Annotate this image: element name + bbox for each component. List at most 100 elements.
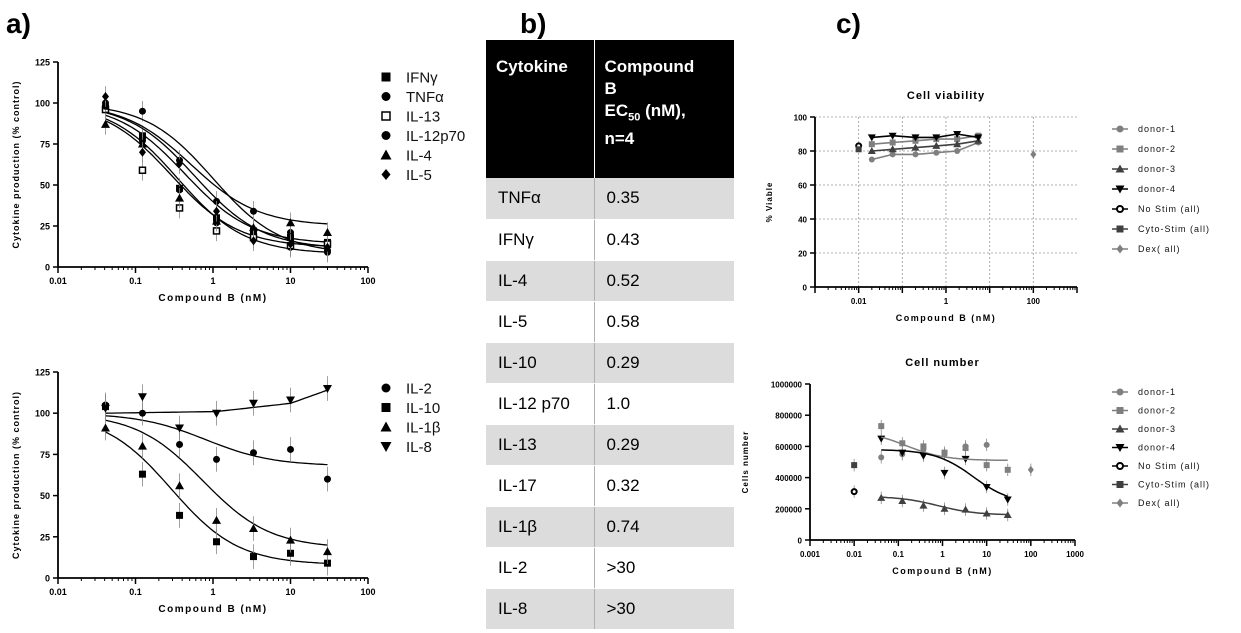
cytokine-cell: IFNγ [486,219,594,261]
chart-c-bottom: Cell number02000004000006000008000001000… [741,357,1210,576]
ec50-cell: 0.29 [593,342,734,384]
data-point [1003,511,1012,519]
data-point [287,445,294,453]
legend-marker [1115,164,1125,173]
data-point [933,149,940,156]
chart-title: Cell number [905,357,980,369]
x-axis-label: Compound B (nM) [896,313,996,323]
legend-label: Dex( all) [1138,498,1181,508]
header-n-line: n=4 [604,129,635,149]
y-tick-label: 125 [35,368,50,378]
data-point [1030,150,1037,159]
y-tick-label: 75 [40,140,50,150]
data-point [940,504,949,512]
x-tick-label: 0.01 [49,587,67,597]
data-point [953,140,962,148]
y-tick-label: 125 [35,58,50,68]
x-tick-label: 10 [982,550,991,559]
data-point [850,488,858,496]
data-point [851,462,858,469]
y-tick-label: 40 [798,216,807,225]
data-point [249,553,257,561]
data-point [878,454,885,461]
data-point [176,441,184,449]
ec50-cell: 0.58 [593,301,734,343]
x-tick-label: 100 [1024,550,1038,559]
legend-marker [381,72,391,82]
legend-label: Cyto-Stim (all) [1138,480,1210,490]
x-axis-label: Compound B (nM) [158,293,267,304]
table-row: IL-17 0.32 [486,465,734,507]
data-point [868,156,875,163]
ec50-cell: 0.74 [593,506,734,548]
panel-label-c: c) [836,8,861,39]
fit-curve [881,496,1008,516]
cytokine-cell: IL-13 [486,424,594,466]
legend-label: No Stim (all) [1138,204,1201,214]
chart-title: Cell viability [907,90,985,102]
data-point [982,483,991,491]
data-point [911,143,920,151]
legend-label: donor-2 [1138,144,1176,154]
series-line [871,141,979,161]
legend-label: donor-4 [1138,184,1176,194]
y-tick-label: 800000 [775,412,802,421]
header-ec: EC [604,101,629,120]
legend-marker [380,149,392,160]
x-axis-label: Compound B (nM) [158,604,267,615]
data-point [249,236,257,246]
data-point [941,449,948,456]
series-line [871,134,979,145]
data-point [1004,466,1011,473]
data-point [919,452,928,460]
y-tick-label: 600000 [775,443,802,452]
x-axis-label: Compound B (nM) [892,566,992,576]
data-point [867,134,876,142]
data-point [287,549,294,557]
legend-label: donor-1 [1138,387,1176,397]
data-point [286,396,295,405]
y-tick-label: 25 [40,222,50,232]
x-tick-label: 0.1 [129,587,142,597]
table-row: IL-1β 0.74 [486,506,734,548]
data-point [175,424,185,433]
data-point [287,239,294,249]
legend-marker [1116,244,1124,254]
ec50-cell: >30 [593,547,734,589]
legend-marker [381,383,391,393]
cytokine-cell: IL-12 p70 [486,383,594,425]
data-point [868,141,875,148]
y-axis-label: Cells number [741,431,750,494]
data-point [954,136,961,143]
y-tick-label: 0 [798,537,803,546]
ec50-cell: 0.32 [593,465,734,507]
y-tick-label: 50 [40,181,50,191]
fit-curve [881,449,1008,498]
y-tick-label: 100 [35,409,50,419]
x-tick-label: 1 [944,297,949,306]
x-tick-label: 100 [360,276,375,286]
legend-label: IFNγ [406,69,438,86]
table-row: IFNγ 0.43 [486,219,734,261]
x-tick-label: 0.01 [846,550,862,559]
data-point [932,134,941,142]
chart-a-bottom: 0 25 50 75 100 125 0.01 0.1 1 10 100 Compound B (nM… [11,368,441,616]
data-point [137,441,147,450]
legend-marker [381,92,391,101]
series-line [871,133,979,139]
legend-marker [1116,407,1124,414]
cytokine-cell: TNFα [486,178,594,220]
legend-marker [1116,388,1124,396]
data-point [898,497,907,504]
ec50-cell: 0.43 [593,219,734,261]
data-point [248,524,258,533]
legend-label: IL-8 [406,439,432,456]
legend-label: No Stim (all) [1138,461,1201,471]
data-point [877,435,886,443]
header-ec-sub: 50 [628,111,641,124]
data-point [100,404,110,413]
y-tick-label: 50 [40,491,50,501]
legend-label: IL-12p70 [406,128,465,145]
legend-marker [381,169,391,180]
data-point [920,443,927,450]
